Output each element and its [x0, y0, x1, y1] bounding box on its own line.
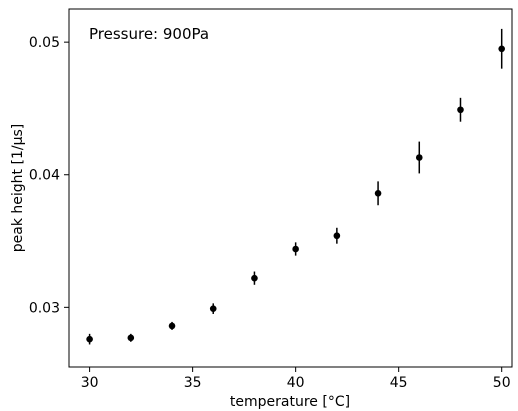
x-tick-label: 50: [493, 375, 511, 391]
data-points: [86, 28, 505, 345]
data-point: [209, 305, 217, 312]
x-axis: 30 35 40 45 50: [81, 367, 511, 391]
y-tick-label: 0.04: [29, 168, 60, 184]
pressure-annotation: Pressure: 900Pa: [89, 25, 209, 43]
data-point: [415, 154, 423, 161]
x-tick-label: 40: [287, 375, 305, 391]
plot-frame: [68, 8, 513, 368]
data-point: [374, 190, 382, 197]
data-point: [86, 335, 93, 343]
data-point: [457, 106, 464, 114]
data-point: [498, 45, 505, 53]
data-point: [333, 232, 341, 240]
data-point: [251, 274, 258, 282]
x-tick-label: 30: [81, 375, 99, 391]
data-point: [168, 322, 176, 330]
y-tick-label: 0.05: [29, 35, 60, 51]
x-axis-label: temperature [°C]: [230, 394, 350, 410]
x-tick-label: 45: [390, 375, 408, 391]
data-point: [127, 334, 135, 342]
y-axis-label: peak height [1/μs]: [10, 124, 26, 252]
y-axis: 0.03 0.04 0.05: [29, 35, 69, 316]
x-tick-label: 35: [184, 375, 202, 391]
data-point: [292, 245, 299, 253]
y-tick-label: 0.03: [29, 300, 60, 316]
